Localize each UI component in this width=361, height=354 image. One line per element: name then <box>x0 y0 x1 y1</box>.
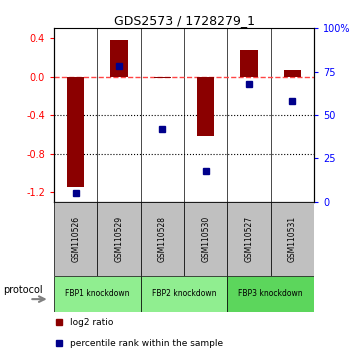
Bar <box>97 202 141 276</box>
Text: protocol: protocol <box>4 285 43 295</box>
Bar <box>141 202 184 276</box>
Bar <box>141 276 227 312</box>
Bar <box>110 40 128 76</box>
Bar <box>227 276 314 312</box>
Text: FBP3 knockdown: FBP3 knockdown <box>238 289 303 298</box>
Text: GSM110528: GSM110528 <box>158 216 167 262</box>
Text: FBP1 knockdown: FBP1 knockdown <box>65 289 130 298</box>
Text: GSM110529: GSM110529 <box>115 216 123 262</box>
Bar <box>54 202 97 276</box>
Text: FBP2 knockdown: FBP2 knockdown <box>152 289 216 298</box>
Text: GSM110526: GSM110526 <box>71 216 80 262</box>
Bar <box>271 202 314 276</box>
Bar <box>227 202 271 276</box>
Bar <box>67 76 84 187</box>
Text: GSM110527: GSM110527 <box>245 216 253 262</box>
Bar <box>54 276 141 312</box>
Bar <box>284 70 301 76</box>
Title: GDS2573 / 1728279_1: GDS2573 / 1728279_1 <box>114 14 255 27</box>
Text: log2 ratio: log2 ratio <box>70 318 113 327</box>
Bar <box>197 76 214 136</box>
Bar <box>154 76 171 79</box>
Bar <box>184 202 227 276</box>
Text: percentile rank within the sample: percentile rank within the sample <box>70 339 223 348</box>
Text: GSM110531: GSM110531 <box>288 216 297 262</box>
Bar <box>240 50 258 76</box>
Text: GSM110530: GSM110530 <box>201 216 210 262</box>
